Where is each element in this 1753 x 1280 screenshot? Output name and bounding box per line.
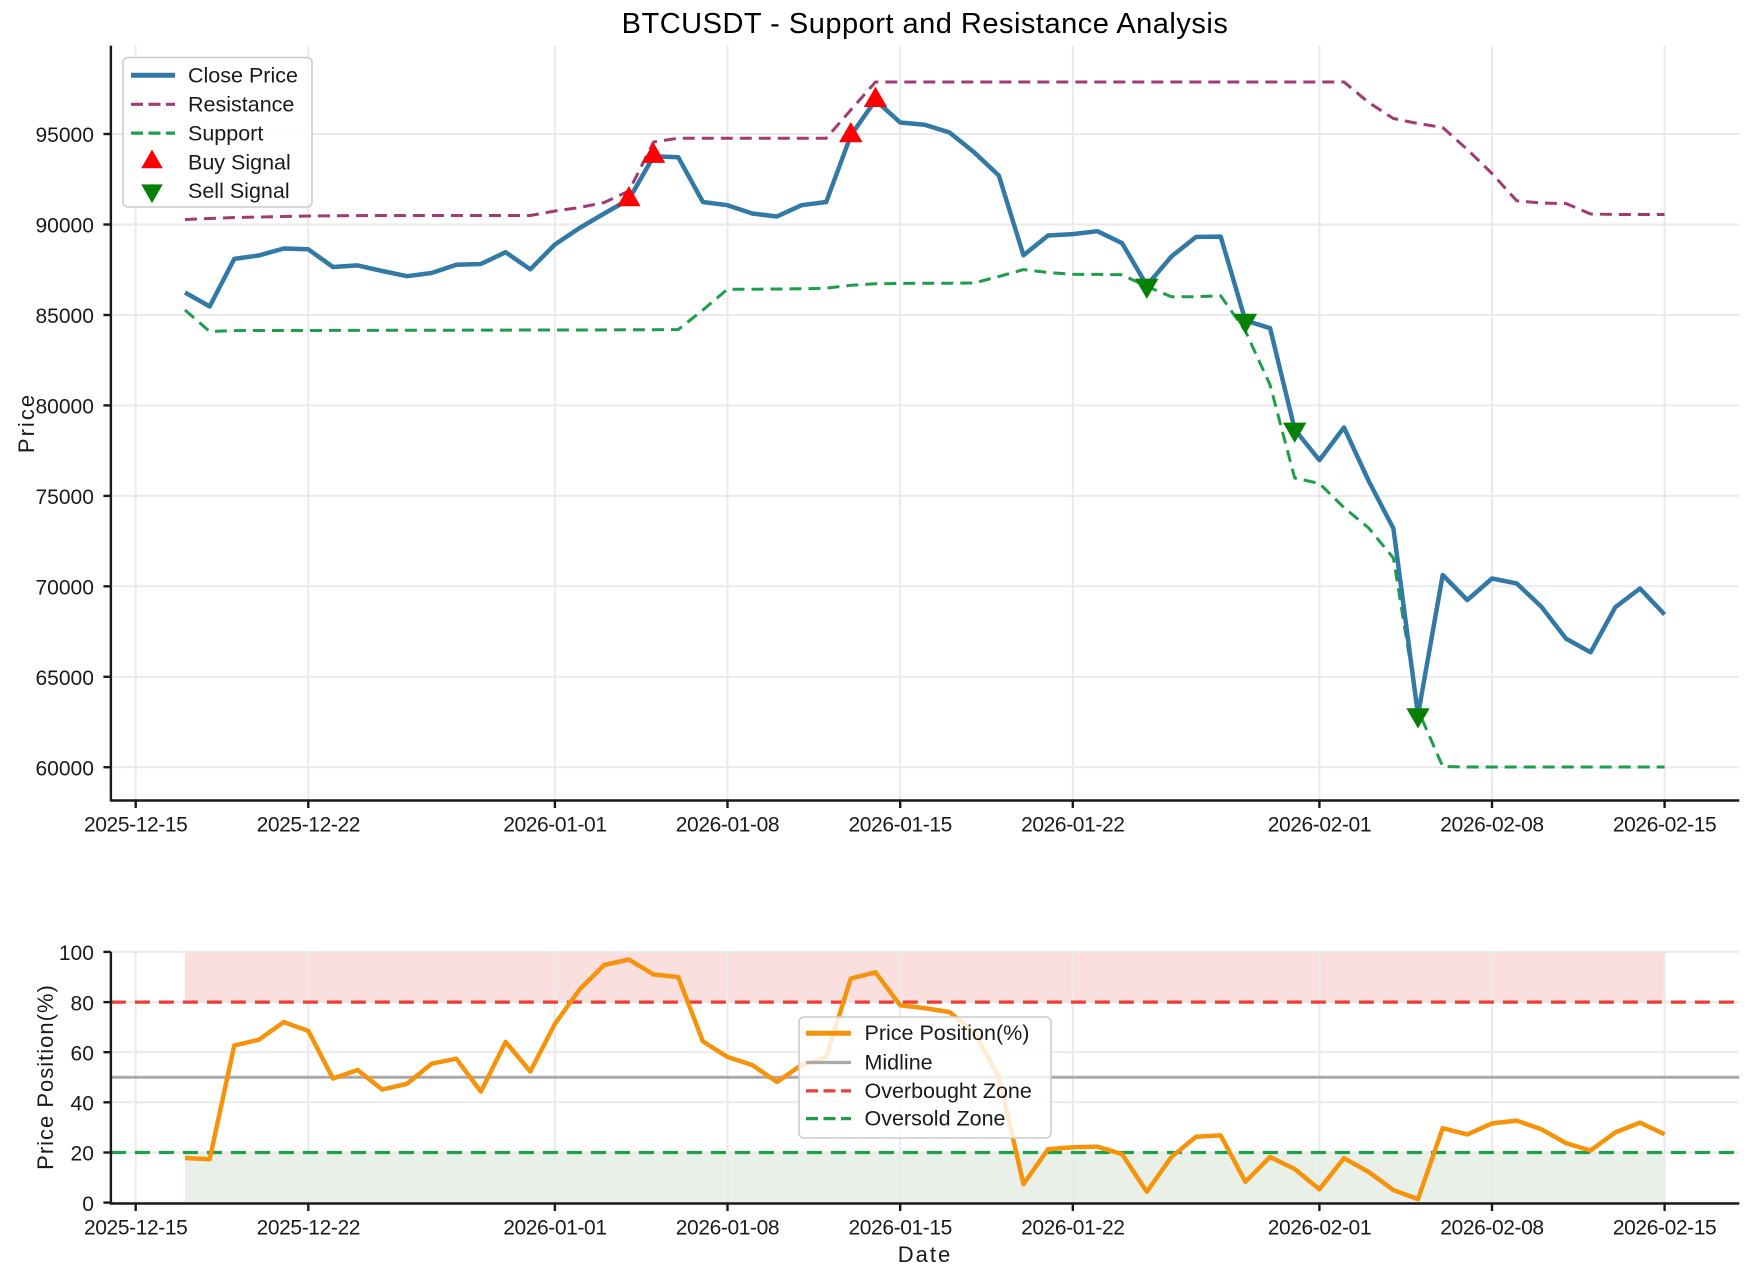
- svg-text:2026-02-15: 2026-02-15: [1613, 814, 1716, 837]
- svg-text:95000: 95000: [35, 124, 93, 147]
- svg-text:2026-02-01: 2026-02-01: [1268, 1217, 1371, 1240]
- svg-text:2025-12-15: 2025-12-15: [84, 1217, 187, 1240]
- svg-text:Close Price: Close Price: [188, 64, 298, 88]
- svg-text:2026-01-15: 2026-01-15: [848, 814, 951, 837]
- svg-text:2026-02-08: 2026-02-08: [1440, 814, 1543, 837]
- svg-text:2026-01-08: 2026-01-08: [676, 814, 779, 837]
- svg-text:Support: Support: [188, 121, 263, 145]
- svg-text:Oversold Zone: Oversold Zone: [865, 1107, 1006, 1131]
- svg-text:2026-01-15: 2026-01-15: [848, 1217, 951, 1240]
- svg-text:40: 40: [71, 1093, 94, 1116]
- svg-text:0: 0: [82, 1193, 94, 1216]
- svg-text:2025-12-22: 2025-12-22: [257, 1217, 360, 1240]
- svg-text:2025-12-15: 2025-12-15: [84, 814, 187, 837]
- svg-text:2026-01-01: 2026-01-01: [503, 814, 606, 837]
- svg-text:60000: 60000: [35, 757, 93, 780]
- svg-text:Midline: Midline: [865, 1050, 933, 1074]
- svg-text:Buy Signal: Buy Signal: [188, 150, 291, 174]
- svg-text:80: 80: [71, 992, 94, 1015]
- svg-text:Price Position(%): Price Position(%): [865, 1021, 1030, 1045]
- svg-text:90000: 90000: [35, 215, 93, 238]
- svg-text:Sell Signal: Sell Signal: [188, 179, 290, 203]
- svg-text:Resistance: Resistance: [188, 93, 294, 117]
- svg-text:75000: 75000: [35, 486, 93, 509]
- svg-text:2025-12-22: 2025-12-22: [257, 814, 360, 837]
- svg-text:Overbought Zone: Overbought Zone: [865, 1079, 1032, 1103]
- svg-text:70000: 70000: [35, 577, 93, 600]
- svg-text:2026-02-01: 2026-02-01: [1268, 814, 1371, 837]
- svg-text:20: 20: [71, 1143, 94, 1166]
- svg-text:2026-01-22: 2026-01-22: [1021, 1217, 1124, 1240]
- svg-text:2026-02-15: 2026-02-15: [1613, 1217, 1716, 1240]
- svg-text:Price: Price: [14, 393, 39, 453]
- svg-text:60: 60: [71, 1042, 94, 1065]
- svg-text:Price Position(%): Price Position(%): [33, 984, 58, 1170]
- svg-text:2026-01-01: 2026-01-01: [503, 1217, 606, 1240]
- svg-text:85000: 85000: [35, 305, 93, 328]
- svg-text:2026-01-08: 2026-01-08: [676, 1217, 779, 1240]
- svg-text:BTCUSDT - Support and Resistan: BTCUSDT - Support and Resistance Analysi…: [622, 8, 1229, 40]
- svg-text:2026-02-08: 2026-02-08: [1440, 1217, 1543, 1240]
- svg-text:65000: 65000: [35, 667, 93, 690]
- svg-text:100: 100: [59, 942, 94, 965]
- svg-text:Date: Date: [898, 1242, 952, 1267]
- svg-text:2026-01-22: 2026-01-22: [1021, 814, 1124, 837]
- svg-text:80000: 80000: [35, 396, 93, 419]
